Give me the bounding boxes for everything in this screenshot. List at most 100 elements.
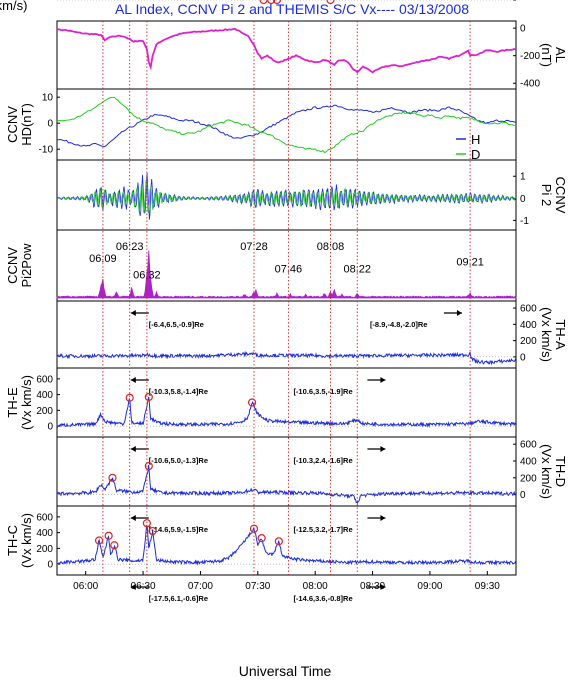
- y-tick-label: 400: [520, 457, 537, 468]
- y-tick-label: -400: [520, 79, 540, 90]
- peak-marker: [274, 537, 283, 546]
- series-AL: [56, 27, 517, 74]
- event-time-label: 06:32: [133, 269, 161, 281]
- legend-label: D: [471, 147, 480, 162]
- panel-the: 600 400 200 0 TH-E(Vx km/s) [-10.3,5.8,-1.4]R…: [5, 367, 517, 438]
- y-axis-label: TH-D(Vx km/s): [539, 444, 568, 499]
- y-axis-label-line: CCNV: [5, 247, 20, 284]
- y-tick-label: -200: [520, 51, 540, 62]
- y-axis-label: CCNVPi 2: [539, 177, 568, 214]
- position-label: [-12.5,3.2,-1.7]Re: [293, 525, 352, 534]
- position-arrow-head: [130, 515, 136, 521]
- peak-marker: [272, 0, 282, 5]
- peak-marker: [148, 526, 157, 536]
- panel-frame: [56, 20, 517, 90]
- x-tick-label: 08:30: [360, 581, 385, 592]
- y-tick-label: 200: [520, 336, 537, 347]
- y-axis-label: TH-E(Vx km/s): [5, 375, 34, 430]
- x-tick-label: 07:30: [245, 581, 270, 592]
- panel-pow: CCNVPi2Pow 06:0906:2306:3207:2807:4608:08…: [5, 229, 517, 302]
- peak-marker: [108, 473, 117, 482]
- y-axis-label-line: TH-E: [5, 387, 20, 418]
- y-axis-label: AL(nT): [539, 43, 568, 67]
- y-tick-label: 0: [520, 352, 526, 363]
- position-label: [-14.6,5.9,-1.5]Re: [149, 525, 208, 534]
- position-arrow-head: [130, 377, 136, 383]
- peak-marker: [110, 541, 119, 550]
- series-TH-A: [56, 350, 516, 366]
- y-axis-label-line: Pi 2: [539, 184, 554, 206]
- panel-pi2: 1 0 -1 CCNVPi 2: [56, 159, 568, 231]
- y-axis-label: TH-A(Vx km/s): [539, 307, 568, 362]
- panel-frame: [56, 367, 517, 438]
- y-tick-label: 200: [520, 473, 537, 484]
- position-arrow-head: [456, 310, 462, 316]
- position-label: [-8.9,-4.8,-2.0]Re: [370, 320, 428, 329]
- legend-label: H: [471, 132, 480, 147]
- panel-frame: [56, 436, 517, 507]
- event-time-label: 07:28: [240, 241, 268, 253]
- event-lines: [102, 21, 471, 575]
- y-tick-label: 10: [42, 93, 54, 104]
- y-tick-label: 400: [520, 0, 537, 3]
- y-axis-label: TH-B(Vx km/s): [0, 0, 27, 13]
- event-time-label: 08:08: [317, 241, 345, 253]
- y-axis-label: TH-C(Vx km/s): [5, 513, 34, 568]
- position-label: [-14.6,3.6,-0.8]Re: [293, 594, 352, 603]
- position-label: [-6.4,6.5,-0.9]Re: [149, 320, 204, 329]
- y-tick-label: 400: [36, 528, 53, 539]
- y-tick-label: -10: [39, 145, 54, 156]
- series-D: [56, 96, 517, 154]
- position-arrow-head: [380, 377, 386, 383]
- x-tick-label: 06:30: [131, 581, 156, 592]
- y-axis-label-line: (nT): [539, 43, 554, 67]
- y-tick-label: 200: [520, 0, 537, 3]
- y-tick-label: 0: [520, 490, 526, 501]
- y-axis-label-line: Pi2Pow: [19, 243, 34, 288]
- y-tick-label: 400: [520, 320, 537, 331]
- y-axis-label-line: AL: [553, 47, 568, 63]
- y-tick-label: 600: [520, 304, 537, 315]
- y-tick-label: 0: [47, 422, 53, 433]
- y-axis-label-line: TH-C: [5, 525, 20, 556]
- series-TH-D: [56, 465, 516, 505]
- y-tick-label: 200: [36, 406, 53, 417]
- y-tick-label: -1: [520, 216, 529, 227]
- y-tick-label: 600: [36, 374, 53, 385]
- y-axis-label: CCNVPi2Pow: [5, 243, 34, 288]
- y-tick-label: 0: [520, 0, 526, 3]
- peak-marker: [267, 0, 276, 5]
- x-tick-label: 09:00: [417, 581, 442, 592]
- y-tick-label: 1: [520, 172, 526, 183]
- y-axis-label-line: TH-D: [553, 456, 568, 487]
- panel-frame: [56, 505, 517, 576]
- peak-marker: [326, 0, 335, 5]
- event-time-label: 06:23: [116, 241, 144, 253]
- series-H: [56, 104, 517, 148]
- y-axis-label-line: (Vx km/s): [19, 375, 34, 430]
- x-tick-label: 07:00: [188, 581, 213, 592]
- y-axis-label-line: CCNV: [5, 106, 20, 143]
- position-arrow-head: [130, 446, 136, 452]
- x-tick-label: 09:30: [475, 581, 500, 592]
- peak-marker: [144, 461, 153, 471]
- series-TH-E: [56, 396, 516, 428]
- peak-marker: [247, 398, 257, 407]
- y-axis-label-line: (Vx km/s): [539, 444, 554, 499]
- panel-frame: [56, 300, 517, 369]
- series-D: [56, 179, 517, 213]
- y-axis-label-line: HD(nT): [19, 103, 34, 146]
- y-axis-label-line: CCNV: [553, 177, 568, 214]
- panel-frame: [56, 88, 517, 161]
- y-axis-label: CCNVHD(nT): [5, 103, 34, 146]
- y-tick-label: 400: [36, 390, 53, 401]
- position-label: [-10.3,2.4,-1.6]Re: [293, 456, 352, 465]
- panel-thd: 600 400 200 0 TH-D(Vx km/s) [-10.6,5.0,-1.3]R…: [56, 436, 568, 507]
- position-arrow-head: [380, 446, 386, 452]
- panel-thc: 600 400 200 0 TH-C(Vx km/s) [-14.6,5.9,-1.5]R…: [5, 505, 517, 576]
- y-axis-label-line: (Vx km/s): [0, 0, 27, 13]
- y-axis-label-line: (Vx km/s): [19, 513, 34, 568]
